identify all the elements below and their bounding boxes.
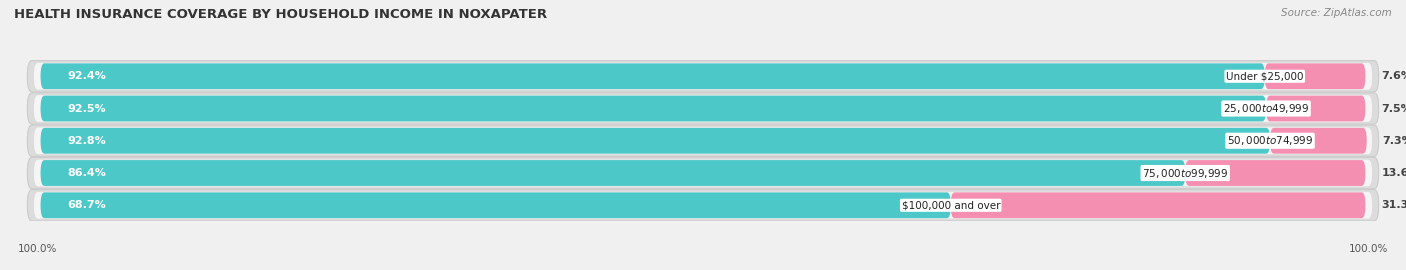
FancyBboxPatch shape bbox=[34, 192, 1372, 219]
FancyBboxPatch shape bbox=[34, 95, 1372, 122]
FancyBboxPatch shape bbox=[27, 60, 1379, 92]
Text: 86.4%: 86.4% bbox=[67, 168, 105, 178]
FancyBboxPatch shape bbox=[34, 127, 1372, 154]
FancyBboxPatch shape bbox=[41, 63, 1265, 89]
Text: HEALTH INSURANCE COVERAGE BY HOUSEHOLD INCOME IN NOXAPATER: HEALTH INSURANCE COVERAGE BY HOUSEHOLD I… bbox=[14, 8, 547, 21]
Text: 7.5%: 7.5% bbox=[1381, 103, 1406, 113]
FancyBboxPatch shape bbox=[1270, 128, 1367, 154]
Text: $25,000 to $49,999: $25,000 to $49,999 bbox=[1223, 102, 1309, 115]
FancyBboxPatch shape bbox=[34, 63, 1372, 90]
FancyBboxPatch shape bbox=[27, 190, 1379, 221]
Text: 13.6%: 13.6% bbox=[1381, 168, 1406, 178]
Text: 92.8%: 92.8% bbox=[67, 136, 105, 146]
Text: 68.7%: 68.7% bbox=[67, 200, 105, 210]
FancyBboxPatch shape bbox=[27, 93, 1379, 124]
Text: 7.3%: 7.3% bbox=[1382, 136, 1406, 146]
Text: 7.6%: 7.6% bbox=[1381, 71, 1406, 81]
FancyBboxPatch shape bbox=[41, 128, 1270, 154]
Text: $50,000 to $74,999: $50,000 to $74,999 bbox=[1227, 134, 1313, 147]
FancyBboxPatch shape bbox=[1265, 96, 1365, 122]
Text: 100.0%: 100.0% bbox=[1348, 244, 1388, 254]
FancyBboxPatch shape bbox=[27, 125, 1379, 156]
FancyBboxPatch shape bbox=[27, 157, 1379, 189]
FancyBboxPatch shape bbox=[41, 192, 950, 218]
FancyBboxPatch shape bbox=[41, 96, 1265, 122]
Text: $75,000 to $99,999: $75,000 to $99,999 bbox=[1142, 167, 1229, 180]
FancyBboxPatch shape bbox=[34, 160, 1372, 186]
Text: Source: ZipAtlas.com: Source: ZipAtlas.com bbox=[1281, 8, 1392, 18]
FancyBboxPatch shape bbox=[1185, 160, 1365, 186]
Text: 92.5%: 92.5% bbox=[67, 103, 105, 113]
FancyBboxPatch shape bbox=[41, 160, 1185, 186]
Text: Under $25,000: Under $25,000 bbox=[1226, 71, 1303, 81]
Text: 31.3%: 31.3% bbox=[1381, 200, 1406, 210]
FancyBboxPatch shape bbox=[950, 192, 1365, 218]
Text: 100.0%: 100.0% bbox=[18, 244, 58, 254]
Text: $100,000 and over: $100,000 and over bbox=[901, 200, 1000, 210]
FancyBboxPatch shape bbox=[1265, 63, 1365, 89]
Text: 92.4%: 92.4% bbox=[67, 71, 105, 81]
